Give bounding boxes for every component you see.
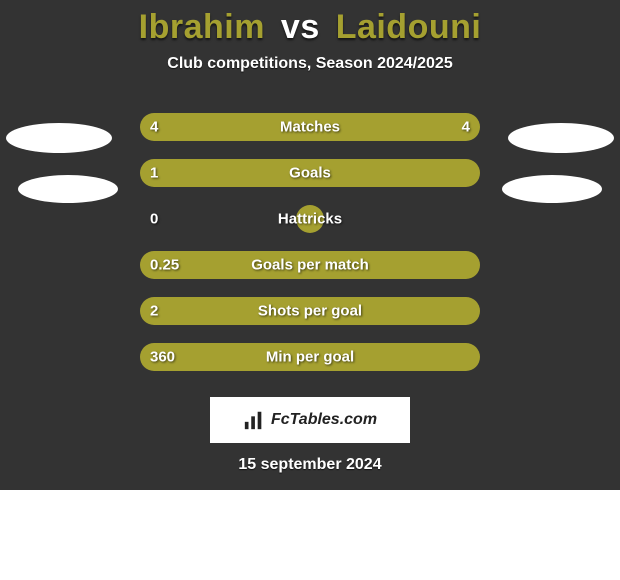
bar-right	[310, 159, 480, 187]
bar-track: Min per goal 360	[140, 343, 480, 371]
stat-value-left: 0	[150, 211, 158, 228]
stat-label: Shots per goal	[258, 303, 362, 320]
stat-row: Min per goal 360	[0, 343, 620, 371]
stat-label: Goals per match	[251, 257, 369, 274]
bar-chart-icon	[243, 409, 265, 431]
stat-label: Min per goal	[266, 349, 354, 366]
vs-label: vs	[281, 8, 320, 46]
watermark-text: FcTables.com	[271, 411, 377, 429]
decorative-ellipse	[502, 175, 602, 203]
bar-track: Goals per match 0.25	[140, 251, 480, 279]
stat-value-right: 4	[462, 119, 470, 136]
page-title: Ibrahim vs Laidouni	[0, 0, 620, 47]
background-light	[0, 490, 620, 580]
stat-label: Goals	[289, 165, 331, 182]
bar-track: Goals 1	[140, 159, 480, 187]
date-label: 15 september 2024	[0, 456, 620, 474]
bar-track: Hattricks 0	[140, 205, 480, 233]
bar-left	[140, 159, 310, 187]
bar-track: Shots per goal 2	[140, 297, 480, 325]
watermark: FcTables.com	[210, 397, 410, 443]
decorative-ellipse	[6, 123, 112, 153]
stat-row: Goals per match 0.25	[0, 251, 620, 279]
stat-value-left: 1	[150, 165, 158, 182]
player2-name: Laidouni	[336, 8, 482, 46]
decorative-ellipse	[18, 175, 118, 203]
stat-row: Shots per goal 2	[0, 297, 620, 325]
stat-value-left: 2	[150, 303, 158, 320]
infographic-container: Ibrahim vs Laidouni Club competitions, S…	[0, 0, 620, 580]
bar-track: Matches 4 4	[140, 113, 480, 141]
stat-value-left: 360	[150, 349, 175, 366]
decorative-ellipse	[508, 123, 614, 153]
stat-row: Hattricks 0	[0, 205, 620, 233]
chart-area: Matches 4 4 Goals 1 Hattricks 0 Goals per match…	[0, 113, 620, 371]
subtitle: Club competitions, Season 2024/2025	[0, 55, 620, 73]
stat-label: Matches	[280, 119, 340, 136]
stat-value-left: 0.25	[150, 257, 179, 274]
stat-label: Hattricks	[278, 211, 342, 228]
player1-name: Ibrahim	[139, 8, 265, 46]
stat-value-left: 4	[150, 119, 158, 136]
